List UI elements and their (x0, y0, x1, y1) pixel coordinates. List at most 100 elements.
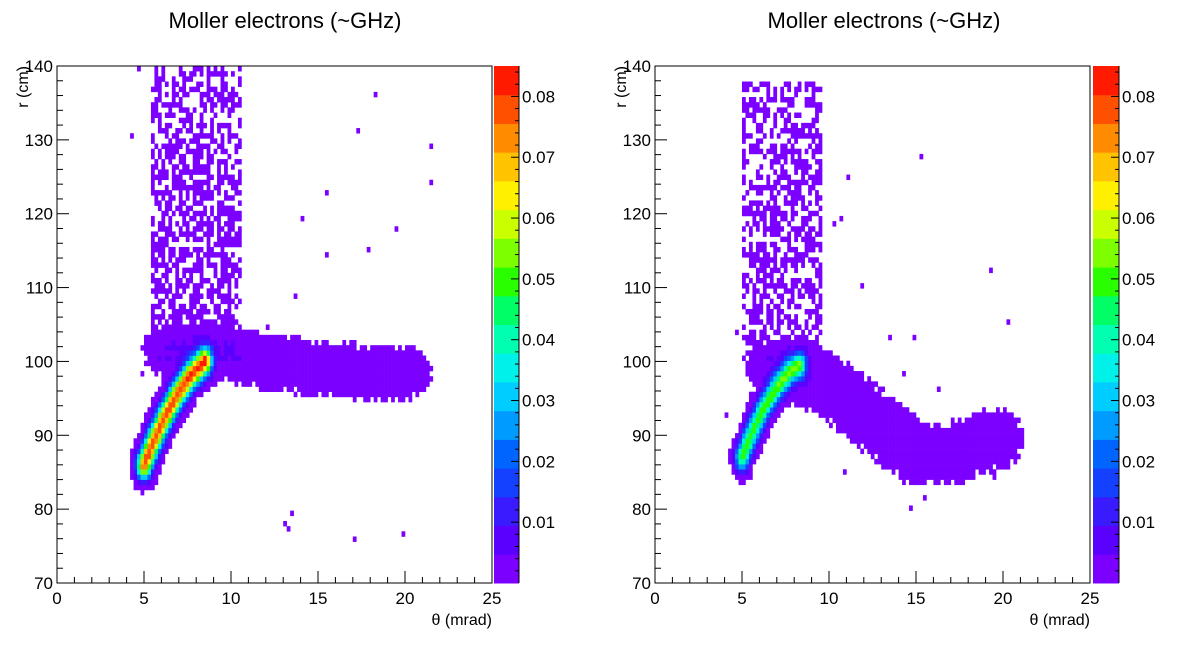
heatmap-cell (766, 391, 771, 398)
heatmap-cell (144, 448, 148, 455)
heatmap-cell (787, 402, 792, 408)
heatmap-cell (787, 303, 792, 310)
heatmap-cell (794, 133, 798, 139)
heatmap-cell (192, 288, 197, 294)
heatmap-cell (766, 272, 771, 279)
heatmap-cell (891, 453, 896, 460)
heatmap-cell (752, 148, 757, 155)
heatmap-cell (227, 303, 232, 310)
heatmap-cell (182, 76, 187, 82)
heatmap-cell (957, 458, 962, 465)
heatmap-cell (808, 200, 812, 206)
heatmap-cell (745, 464, 750, 470)
heatmap-cell (755, 226, 760, 232)
heatmap-cell (895, 448, 899, 455)
heatmap-cell (769, 231, 774, 237)
heatmap-cell (161, 407, 166, 413)
heatmap-cell (356, 376, 361, 382)
colorbar-swatch (494, 209, 519, 239)
heatmap-cell (405, 386, 409, 393)
heatmap-cell (895, 427, 899, 434)
heatmap-cell (213, 334, 218, 341)
heatmap-cell (790, 159, 795, 165)
heatmap-cell (905, 464, 910, 470)
heatmap-cell (154, 371, 159, 377)
heatmap-cell (804, 360, 809, 367)
heatmap-cell (307, 350, 312, 356)
heatmap-cell (203, 381, 207, 387)
colorbar-tick-label: 0.06 (522, 209, 555, 228)
heatmap-cell (213, 252, 218, 258)
heatmap-cell (752, 329, 757, 336)
heatmap-cell (231, 71, 235, 77)
heatmap-cell (957, 438, 962, 444)
heatmap-cell (168, 443, 173, 449)
heatmap-cell (797, 179, 802, 186)
heatmap-cell (231, 376, 235, 382)
heatmap-cell (276, 376, 281, 382)
heatmap-cell (331, 381, 336, 387)
heatmap-cell (144, 458, 148, 465)
heatmap-cell (815, 319, 819, 325)
heatmap-cell (279, 376, 284, 382)
heatmap-cell (189, 138, 194, 144)
x-tick-label: 10 (820, 589, 839, 608)
heatmap-cell (936, 464, 941, 470)
heatmap-cell (286, 355, 291, 361)
heatmap-cell (290, 376, 294, 382)
heatmap-cell (185, 246, 190, 253)
heatmap-cell (178, 360, 183, 367)
heatmap-cell (178, 350, 183, 356)
heatmap-cell (787, 174, 792, 181)
heatmap-cell (1003, 427, 1007, 434)
heatmap-cell (818, 246, 823, 253)
heatmap-cell (773, 376, 778, 382)
heatmap-cell (283, 365, 287, 372)
heatmap-cell (748, 448, 753, 455)
left-colorbar: 0.010.020.030.040.050.060.070.08 (494, 66, 555, 584)
heatmap-cell (940, 458, 945, 465)
heatmap-cell (192, 314, 197, 320)
heatmap-cell (776, 360, 781, 367)
heatmap-cell (182, 231, 187, 237)
heatmap-cell (349, 350, 354, 356)
heatmap-cell (133, 474, 138, 480)
heatmap-cell (742, 86, 746, 93)
heatmap-cell (178, 252, 183, 258)
heatmap-cell (902, 438, 906, 444)
heatmap-cell (154, 314, 159, 320)
heatmap-cell (957, 474, 962, 480)
heatmap-cell (780, 97, 785, 103)
colorbar-swatch (494, 267, 519, 297)
heatmap-cell (811, 381, 816, 387)
heatmap-cell (220, 371, 225, 377)
heatmap-cell (140, 438, 145, 444)
heatmap-cell (140, 484, 145, 491)
heatmap-cell (898, 469, 903, 475)
heatmap-cell (324, 386, 329, 393)
heatmap-cell (189, 293, 194, 299)
heatmap-cell (797, 365, 802, 372)
heatmap-cell (220, 345, 225, 351)
heatmap-cell (759, 262, 764, 268)
heatmap-cell (940, 427, 945, 434)
heatmap-cell (888, 453, 892, 460)
heatmap-cell (787, 221, 792, 227)
heatmap-cell (776, 283, 781, 289)
heatmap-cell (269, 360, 274, 367)
heatmap-cell (863, 407, 868, 413)
heatmap-cell (992, 458, 997, 465)
heatmap-cell (957, 433, 962, 439)
heatmap-cell (867, 422, 872, 429)
heatmap-cell (175, 143, 180, 150)
heatmap-cell (171, 365, 176, 372)
heatmap-cell (147, 355, 152, 361)
heatmap-cell (766, 345, 771, 351)
heatmap-cell (255, 340, 260, 346)
heatmap-cell (804, 365, 809, 372)
heatmap-cell (794, 236, 798, 243)
heatmap-cell (185, 277, 190, 284)
heatmap-cell (311, 376, 315, 382)
heatmap-cell (175, 308, 180, 315)
heatmap-cell (161, 365, 166, 372)
